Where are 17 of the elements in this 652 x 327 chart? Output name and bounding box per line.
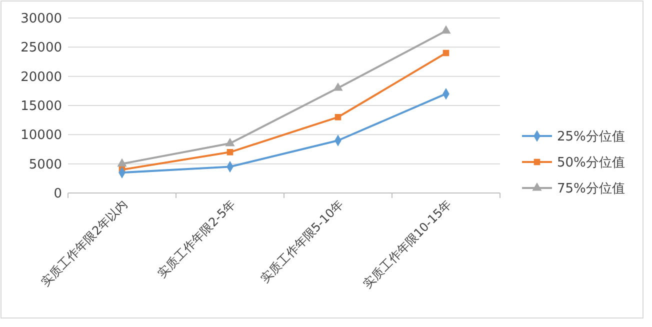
point (334, 114, 342, 120)
legend-label: 50%分位值 (557, 156, 625, 171)
point (117, 158, 127, 167)
y-tick-label: 5000 (28, 157, 62, 172)
y-tick-label: 15000 (20, 99, 62, 114)
y-tick-label: 25000 (20, 40, 62, 56)
y-tick-label: 20000 (20, 70, 62, 85)
legend-label: 75%分位值 (557, 182, 625, 197)
legend-label: 25%分位值 (557, 130, 625, 145)
y-tick-label: 10000 (20, 128, 62, 144)
point (333, 82, 343, 91)
x-tick-label: 实质工作年限2-5年 (154, 197, 238, 280)
point (442, 50, 450, 56)
point (225, 138, 235, 146)
point (226, 149, 234, 156)
y-tick-label: 30000 (20, 12, 62, 27)
point (441, 25, 451, 34)
